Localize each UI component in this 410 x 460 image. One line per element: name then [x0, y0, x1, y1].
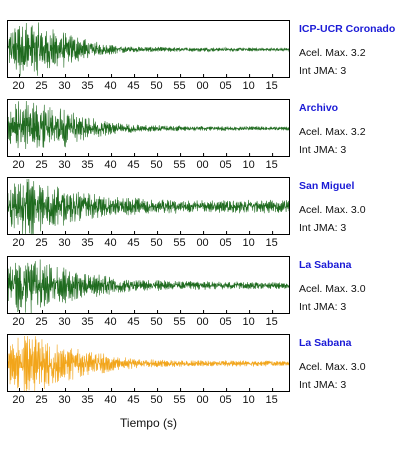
x-tick-label: 15 [265, 394, 278, 406]
x-tick-label: 10 [242, 315, 255, 328]
x-tick-label: 25 [35, 80, 48, 92]
x-tick-label: 35 [81, 394, 94, 406]
x-tick-label: 15 [265, 80, 278, 92]
x-tick-labels: 20 25 30 35 40 45 50 55 00 05 10 15 [7, 159, 290, 175]
waveform-plot [8, 335, 289, 391]
x-tick-label: 05 [219, 394, 232, 406]
x-tick-label: 15 [265, 237, 278, 249]
x-tick-label: 50 [150, 237, 163, 249]
jma-intensity: Int JMA: 3 [299, 379, 347, 391]
waveform-plot [8, 100, 289, 156]
x-tick-label: 45 [127, 237, 140, 249]
x-tick-label: 20 [12, 80, 25, 92]
x-tick-label: 10 [242, 158, 255, 171]
x-tick-label: 20 [12, 237, 25, 249]
x-tick-label: 05 [219, 158, 232, 171]
x-tick-label: 40 [104, 158, 117, 171]
x-tick-label: 30 [58, 237, 71, 249]
x-tick-label: 45 [127, 315, 140, 328]
x-tick-label: 25 [35, 158, 48, 171]
x-tick-label: 00 [196, 237, 209, 249]
waveform-trace [8, 178, 289, 234]
x-tick-label: 35 [81, 237, 94, 249]
x-tick-label: 45 [127, 394, 140, 406]
waveform-plot [8, 258, 289, 313]
jma-intensity: Int JMA: 3 [299, 222, 347, 234]
x-tick-label: 55 [173, 394, 186, 406]
x-tick-labels: 20 25 30 35 40 45 50 55 00 05 10 15 [7, 394, 290, 410]
x-tick-label: 15 [265, 158, 278, 171]
x-tick-label: 15 [265, 315, 278, 328]
x-tick-label: 10 [242, 237, 255, 249]
x-tick-label: 20 [12, 315, 25, 328]
x-tick-label: 05 [219, 237, 232, 249]
x-tick-label: 00 [196, 80, 209, 92]
x-tick-label: 30 [58, 315, 71, 328]
x-tick-label: 05 [219, 315, 232, 328]
x-tick-label: 50 [150, 80, 163, 92]
x-tick-label: 30 [58, 394, 71, 406]
jma-intensity: Int JMA: 3 [299, 143, 347, 156]
station-name: San Miguel [299, 180, 355, 192]
waveform-trace [8, 100, 289, 149]
x-tick-label: 50 [150, 394, 163, 406]
x-tick-label: 35 [81, 80, 94, 92]
x-tick-label: 35 [81, 158, 94, 171]
x-tick-label: 25 [35, 315, 48, 328]
x-tick-label: 20 [12, 158, 25, 171]
station-name: ICP-UCR Coronado [299, 23, 396, 35]
x-tick-label: 55 [173, 158, 186, 171]
waveform-panel [7, 20, 290, 78]
x-tick-label: 05 [219, 80, 232, 92]
jma-intensity: Int JMA: 3 [299, 300, 347, 313]
x-tick-label: 00 [196, 394, 209, 406]
waveform-plot [8, 22, 289, 77]
x-tick-label: 45 [127, 158, 140, 171]
x-tick-label: 30 [58, 158, 71, 171]
x-tick-label: 40 [104, 394, 117, 406]
x-tick-label: 25 [35, 237, 48, 249]
max-acceleration: Acel. Max. 3.2 [299, 125, 366, 138]
x-tick-label: 50 [150, 315, 163, 328]
waveform-panel [7, 334, 290, 392]
x-tick-label: 55 [173, 315, 186, 328]
x-axis-label: Tiempo (s) [120, 416, 177, 430]
waveform-panel [7, 255, 290, 314]
x-tick-label: 25 [35, 394, 48, 406]
x-tick-label: 10 [242, 394, 255, 406]
x-tick-label: 00 [196, 158, 209, 171]
jma-intensity: Int JMA: 3 [299, 65, 347, 77]
waveform-panel [7, 177, 290, 235]
x-tick-label: 40 [104, 237, 117, 249]
max-acceleration: Acel. Max. 3.0 [299, 361, 366, 373]
x-tick-label: 40 [104, 315, 117, 328]
max-acceleration: Acel. Max. 3.0 [299, 282, 366, 295]
x-tick-label: 50 [150, 158, 163, 171]
waveform-panel [7, 98, 290, 157]
max-acceleration: Acel. Max. 3.0 [299, 204, 366, 216]
x-tick-label: 40 [104, 80, 117, 92]
x-tick-label: 20 [12, 394, 25, 406]
station-name: La Sabana [299, 337, 352, 349]
waveform-trace [8, 22, 289, 76]
max-acceleration: Acel. Max. 3.2 [299, 47, 366, 59]
x-tick-label: 35 [81, 315, 94, 328]
waveform-trace [8, 258, 289, 313]
x-tick-label: 10 [242, 80, 255, 92]
x-tick-label: 55 [173, 80, 186, 92]
x-tick-labels: 20 25 30 35 40 45 50 55 00 05 10 15 [7, 80, 290, 96]
x-tick-label: 55 [173, 237, 186, 249]
station-name: Archivo [299, 101, 339, 114]
x-tick-labels: 20 25 30 35 40 45 50 55 00 05 10 15 [7, 237, 290, 253]
station-name: La Sabana [299, 258, 352, 271]
x-tick-labels: 20 25 30 35 40 45 50 55 00 05 10 15 [7, 316, 290, 332]
x-tick-label: 00 [196, 315, 209, 328]
waveform-plot [8, 178, 289, 234]
x-tick-label: 30 [58, 80, 71, 92]
x-tick-label: 45 [127, 80, 140, 92]
waveform-trace [8, 335, 289, 391]
